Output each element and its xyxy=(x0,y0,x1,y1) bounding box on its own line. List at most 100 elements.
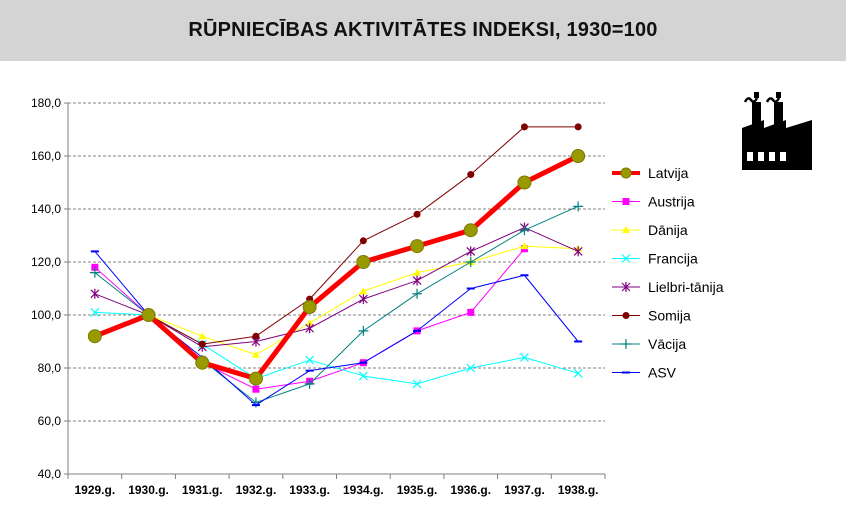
legend-item: Latvija xyxy=(612,165,689,181)
series-line xyxy=(148,126,579,345)
data-point xyxy=(252,385,260,393)
y-tick-label: 120,0 xyxy=(31,255,61,269)
data-point xyxy=(621,339,631,349)
legend-item: Lielbri-tānija xyxy=(612,279,724,295)
data-point xyxy=(413,268,422,276)
series-line xyxy=(94,311,579,385)
data-point xyxy=(305,355,315,365)
y-tick-label: 40,0 xyxy=(38,467,62,481)
data-point xyxy=(571,149,586,163)
data-point xyxy=(412,288,423,299)
data-point xyxy=(356,255,371,269)
data-point xyxy=(466,363,476,373)
axes: 40,0 60,0 80,0 100,0 120,0 140,0 160,0 180,0 192… xyxy=(31,96,606,497)
legend-item: Dānija xyxy=(612,222,688,238)
data-point xyxy=(141,308,156,322)
data-point xyxy=(621,282,631,292)
data-point xyxy=(467,171,475,179)
data-point xyxy=(412,275,422,286)
data-point xyxy=(91,263,99,271)
x-tick-label: 1936.g. xyxy=(450,483,491,497)
data-point xyxy=(573,246,583,257)
data-point xyxy=(574,123,582,131)
legend-label: Dānija xyxy=(648,222,688,238)
series-francija xyxy=(90,307,583,389)
series-vācija xyxy=(89,201,584,408)
data-point xyxy=(358,371,368,381)
data-point xyxy=(622,312,630,319)
y-tick-label: 80,0 xyxy=(38,361,62,375)
legend-label: Francija xyxy=(648,251,698,267)
legend-label: ASV xyxy=(648,365,677,381)
data-point xyxy=(359,287,368,295)
data-point xyxy=(573,368,583,378)
x-tick-label: 1937.g. xyxy=(504,483,545,497)
data-point xyxy=(304,378,315,389)
series-lines xyxy=(87,123,586,408)
data-point xyxy=(248,371,263,386)
data-point xyxy=(517,175,532,190)
data-point xyxy=(573,201,584,212)
data-point xyxy=(359,237,367,245)
x-tick-label: 1930.g. xyxy=(128,483,169,497)
series-latvija xyxy=(87,149,586,386)
factory-icon xyxy=(742,92,812,170)
data-point xyxy=(89,267,100,278)
legend-item: Vācija xyxy=(612,336,686,352)
x-tick-label: 1931.g. xyxy=(182,483,223,497)
data-point xyxy=(302,300,317,315)
data-point xyxy=(465,257,476,267)
legend-label: Latvija xyxy=(648,165,689,181)
x-tick-label: 1934.g. xyxy=(343,483,384,497)
y-tick-label: 160,0 xyxy=(31,149,61,163)
data-point xyxy=(520,242,529,250)
data-point xyxy=(622,198,630,205)
x-tick-label: 1929.g. xyxy=(74,483,115,497)
title-bar: RŪPNIECĪBAS AKTIVITĀTES INDEKSI, 1930=10… xyxy=(0,0,846,61)
x-tick-label: 1933.g. xyxy=(289,483,330,497)
data-point xyxy=(410,239,425,254)
legend: Latvija Austrija Dānija Francija Lielbri-tān… xyxy=(612,165,724,381)
data-point xyxy=(620,167,632,179)
y-tick-label: 60,0 xyxy=(38,414,62,428)
data-point xyxy=(520,123,528,131)
x-tick-label: 1938.g. xyxy=(558,483,599,497)
data-point xyxy=(621,254,631,263)
y-tick-label: 140,0 xyxy=(31,202,61,216)
x-tick-label: 1935.g. xyxy=(397,483,438,497)
data-point xyxy=(519,225,530,236)
data-point xyxy=(412,379,422,389)
data-point xyxy=(90,307,100,317)
series-line xyxy=(94,251,579,406)
grid-lines xyxy=(68,102,605,422)
data-point xyxy=(305,318,314,326)
data-point xyxy=(358,325,369,336)
data-point xyxy=(87,329,102,344)
legend-item: ASV xyxy=(612,365,677,381)
data-point xyxy=(622,226,630,233)
data-point xyxy=(251,350,260,358)
legend-item: Somija xyxy=(612,308,691,324)
legend-label: Somija xyxy=(648,308,691,324)
data-point xyxy=(198,340,206,348)
x-tick-label: 1932.g. xyxy=(236,483,277,497)
data-point xyxy=(90,288,100,299)
data-point xyxy=(358,294,368,305)
chart-title: RŪPNIECĪBAS AKTIVITĀTES INDEKSI, 1930=10… xyxy=(188,19,658,41)
legend-label: Vācija xyxy=(648,336,686,352)
series-line xyxy=(94,227,579,348)
legend-label: Lielbri-tānija xyxy=(648,279,724,295)
legend-item: Francija xyxy=(612,251,698,267)
data-point xyxy=(463,223,478,238)
series-line xyxy=(93,153,580,382)
data-point xyxy=(195,355,210,370)
data-point xyxy=(198,332,207,340)
data-point xyxy=(466,246,476,257)
y-tick-label: 100,0 xyxy=(31,308,61,322)
data-point xyxy=(413,210,421,218)
data-point xyxy=(252,332,260,340)
data-point xyxy=(520,352,529,362)
data-point xyxy=(467,308,475,316)
legend-label: Austrija xyxy=(648,194,695,210)
